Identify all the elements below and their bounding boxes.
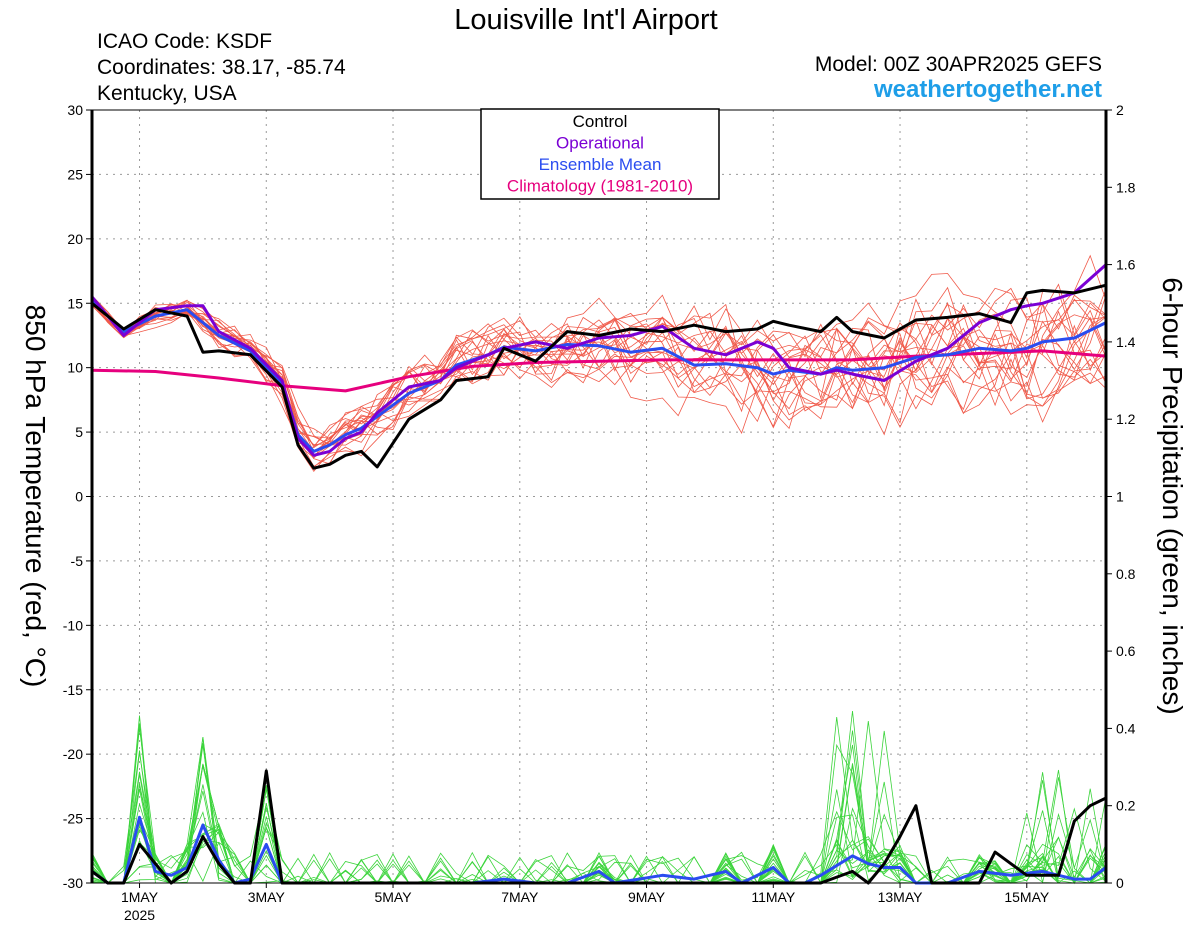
legend-box bbox=[480, 108, 720, 200]
y-tick-label: -30 bbox=[63, 875, 83, 891]
y-tick-label: -5 bbox=[71, 553, 84, 569]
y2-tick-label: 2 bbox=[1116, 102, 1124, 118]
y-tick-label: 30 bbox=[67, 102, 83, 118]
y2-tick-label: 1 bbox=[1116, 489, 1124, 505]
x-tick-label: 5MAY bbox=[374, 889, 412, 905]
control-temp-line bbox=[91, 283, 1107, 470]
y2-tick-label: 1.8 bbox=[1116, 179, 1136, 195]
y-tick-label: -10 bbox=[63, 617, 83, 633]
y-axis-label-right: 6-hour Precipitation (green, inches) bbox=[1157, 277, 1188, 714]
legend: Control Operational Ensemble Mean Climatolo… bbox=[480, 108, 720, 200]
y-tick-label: -15 bbox=[63, 682, 83, 698]
model-run: Model: 00Z 30APR2025 GEFS bbox=[815, 53, 1102, 76]
legend-entry: Ensemble Mean bbox=[539, 155, 662, 174]
operational-temp-line bbox=[90, 263, 1107, 457]
x-tick-label: 7MAY bbox=[501, 889, 539, 905]
region: Kentucky, USA bbox=[97, 82, 237, 105]
legend-entry: Climatology (1981-2010) bbox=[507, 177, 693, 196]
y2-tick-label: 0 bbox=[1116, 875, 1124, 891]
x-tick-label: 1MAY bbox=[121, 889, 159, 905]
chart-title: Louisville Int'l Airport bbox=[454, 4, 717, 36]
y2-tick-label: 0.6 bbox=[1116, 643, 1136, 659]
temp-member-line bbox=[91, 294, 1107, 448]
x-tick-label: 9MAY bbox=[628, 889, 666, 905]
y-tick-label: 25 bbox=[67, 166, 83, 182]
y2-tick-label: 1.4 bbox=[1116, 334, 1136, 350]
y-tick-label: 20 bbox=[67, 231, 83, 247]
y2-tick-label: 0.2 bbox=[1116, 798, 1136, 814]
temp-member-line bbox=[91, 294, 1107, 447]
y-axis-label-left: 850 hPa Temperature (red, °C) bbox=[20, 305, 51, 688]
legend-entry: Operational bbox=[556, 134, 644, 153]
y-tick-label: 5 bbox=[75, 424, 83, 440]
y-tick-label: 10 bbox=[67, 360, 83, 376]
y2-tick-label: 0.4 bbox=[1116, 720, 1136, 736]
x-tick-label: 13MAY bbox=[878, 889, 924, 905]
y-tick-label: 15 bbox=[67, 295, 83, 311]
x-tick-label: 11MAY bbox=[751, 889, 795, 905]
temp-member-line bbox=[91, 303, 1107, 452]
icao-code: ICAO Code: KSDF bbox=[97, 30, 272, 53]
axes: 302520151050-5-10-15-20-25-3021.81.61.41… bbox=[63, 102, 1136, 923]
coordinates: Coordinates: 38.17, -85.74 bbox=[97, 56, 346, 79]
y-tick-label: -25 bbox=[63, 811, 83, 827]
x-tick-label: 3MAY bbox=[248, 889, 286, 905]
ensemble-mean-precip-line bbox=[91, 815, 1107, 885]
site-link[interactable]: weathertogether.net bbox=[873, 76, 1102, 103]
x-tick-sublabel: 2025 bbox=[124, 907, 155, 923]
y2-tick-label: 1.2 bbox=[1116, 411, 1136, 427]
y2-tick-label: 0.8 bbox=[1116, 566, 1136, 582]
y2-tick-label: 1.6 bbox=[1116, 257, 1136, 273]
y-tick-label: -20 bbox=[63, 746, 83, 762]
y-tick-label: 0 bbox=[75, 489, 83, 505]
x-tick-label: 15MAY bbox=[1004, 889, 1050, 905]
legend-entry: Control bbox=[573, 112, 628, 131]
